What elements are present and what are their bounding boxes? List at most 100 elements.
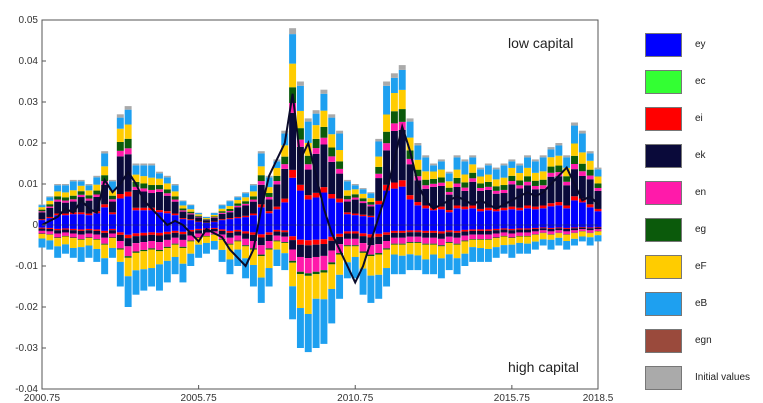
bar-segment-ei [304, 240, 312, 246]
bar-segment-ey [187, 220, 195, 225]
bar-segment-ef [492, 179, 500, 187]
bar-segment-en [296, 139, 304, 147]
bar-segment-ei [171, 213, 179, 216]
bar-segment-ek [414, 232, 422, 237]
bar-segment-ek [132, 236, 140, 244]
bar-segment-ef [249, 191, 257, 197]
bar-segment-eb [359, 189, 367, 194]
bar-segment-ef [312, 125, 320, 139]
bar-segment-ey [390, 225, 398, 231]
bar-segment-ek [539, 188, 547, 206]
bar-segment-ei [116, 232, 124, 235]
bar-segment-eb [461, 253, 469, 266]
bar-segment-en [46, 231, 54, 235]
bar-segment-eb [132, 270, 140, 295]
legend-swatch [645, 181, 682, 205]
bar-segment-ef [320, 272, 328, 300]
bar-segment-ey [257, 225, 265, 235]
bar-segment-ek [406, 232, 414, 237]
bar-segment-ek [508, 230, 516, 234]
bar-segment-ei [398, 180, 406, 187]
bar-segment-ey [54, 215, 62, 225]
bar-segment-eb [453, 258, 461, 275]
bar-segment-initial-values [484, 163, 492, 166]
annotation-low-capital: low capital [508, 35, 573, 51]
bar-segment-eb [578, 133, 586, 153]
bar-segment-eg [500, 185, 508, 190]
bar-segment-eg [430, 178, 438, 184]
bar-segment-eb [453, 157, 461, 170]
bar-segment-ei [187, 219, 195, 221]
bar-segment-eg [398, 109, 406, 122]
bar-segment-ef [62, 236, 69, 245]
bar-segment-eg [390, 243, 398, 245]
bar-segment-ek [242, 205, 250, 216]
bar-segment-eb [508, 161, 516, 168]
bar-segment-ek [594, 227, 602, 230]
bar-segment-eb [140, 165, 148, 177]
bar-segment-eb [116, 261, 124, 287]
bar-segment-ek [328, 240, 336, 251]
bar-segment-eb [257, 277, 265, 303]
bar-segment-eb [265, 268, 273, 287]
legend-swatch [645, 366, 682, 390]
bar-segment-ei [148, 232, 156, 235]
bar-segment-en [155, 242, 163, 250]
bar-segment-ey [234, 218, 242, 225]
bar-segment-ef [477, 176, 485, 184]
bar-segment-ey [578, 225, 586, 227]
bar-segment-ek [210, 228, 218, 232]
bar-segment-eg [171, 243, 179, 245]
bar-segment-eb [375, 274, 383, 299]
bar-segment-ey [445, 212, 453, 225]
bar-segment-ey [296, 225, 304, 240]
bar-segment-ef [469, 239, 477, 248]
bar-segment-eg [202, 235, 210, 237]
bar-segment-initial-values [281, 130, 289, 134]
bar-segment-initial-values [109, 179, 116, 182]
bar-segment-ei [124, 234, 132, 239]
bar-segment-eb [296, 85, 304, 111]
bar-segment-ef [336, 254, 344, 275]
bar-segment-ef [343, 190, 351, 196]
bar-segment-initial-values [383, 81, 391, 86]
bar-segment-eb [148, 165, 156, 178]
bar-segment-ei [101, 204, 109, 208]
bar-segment-ek [398, 232, 406, 238]
bar-segment-ef [343, 246, 351, 263]
bar-segment-ef [508, 167, 516, 176]
bar-segment-eb [406, 254, 414, 271]
bar-segment-ey [155, 212, 163, 225]
bar-segment-eg [524, 235, 531, 237]
bar-segment-ey [101, 207, 109, 225]
bar-segment-initial-values [289, 28, 297, 35]
bar-segment-eb [539, 239, 547, 246]
bar-segment-ei [249, 213, 257, 216]
bar-segment-ek [171, 201, 179, 214]
bar-segment-eb [210, 213, 218, 215]
bar-segment-ef [328, 134, 336, 148]
bar-segment-en [445, 191, 453, 195]
bar-segment-ef [555, 155, 563, 166]
bar-segment-ei [46, 227, 54, 229]
bar-segment-ey [469, 225, 477, 230]
bar-segment-eb [336, 274, 344, 299]
bar-segment-ef [304, 142, 312, 156]
bar-segment-eb [38, 238, 46, 248]
x-axis: 2000.75 2005.75 2010.75 2015.75 2018.5 [24, 385, 614, 403]
bar-segment-en [328, 250, 336, 263]
bar-segment-eg [539, 179, 547, 186]
bar-segment-ef [351, 246, 359, 257]
bar-segment-en [422, 237, 430, 244]
bar-segment-ei [555, 227, 563, 229]
bar-segment-eb [281, 253, 289, 271]
bar-segment-en [93, 234, 101, 240]
bar-segment-eg [109, 195, 116, 200]
bar-segment-eb [179, 201, 187, 206]
bar-segment-ef [148, 177, 156, 186]
bar-segment-eb [62, 185, 69, 193]
bar-segment-ei [359, 214, 367, 217]
legend-item: eF [645, 255, 763, 279]
bar-segment-ek [54, 230, 62, 234]
bar-segment-eb [516, 165, 524, 174]
